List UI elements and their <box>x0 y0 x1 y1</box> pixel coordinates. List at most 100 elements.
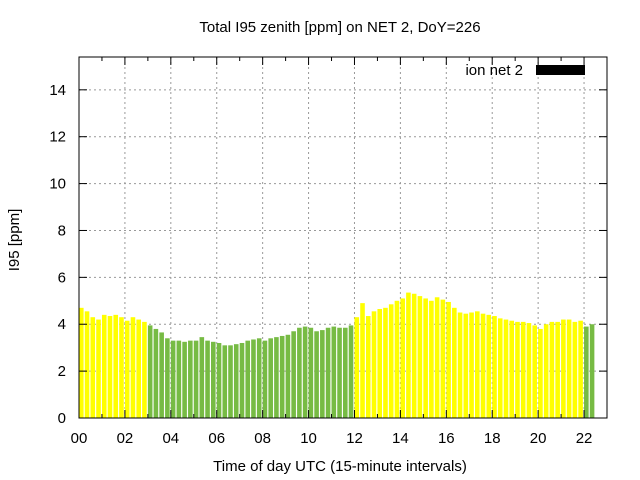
x-tick-label: 10 <box>300 430 317 447</box>
bar <box>584 326 589 418</box>
bar <box>388 304 394 418</box>
bar <box>239 342 245 418</box>
bar <box>193 340 199 418</box>
legend-swatch <box>536 65 585 75</box>
bar <box>509 320 515 418</box>
bar <box>291 331 296 418</box>
bar <box>417 296 423 418</box>
bar <box>331 326 337 418</box>
bar <box>136 319 141 418</box>
bar <box>555 321 560 418</box>
bar <box>314 331 319 418</box>
y-tick-label: 14 <box>49 82 66 99</box>
bar <box>526 323 532 418</box>
legend-label: ion net 2 <box>465 62 523 79</box>
chart-title: Total I95 zenith [ppm] on NET 2, DoY=226 <box>199 19 480 36</box>
bar <box>79 307 84 418</box>
bar <box>130 317 136 418</box>
bar <box>222 345 228 418</box>
bar <box>434 297 440 418</box>
bar <box>589 324 595 418</box>
bar <box>285 334 291 418</box>
bar <box>572 321 578 418</box>
x-tick-label: 22 <box>576 430 593 447</box>
bar <box>543 324 549 418</box>
bar <box>170 340 176 418</box>
bar <box>446 301 451 418</box>
y-axis-label: I95 [ppm] <box>6 209 23 272</box>
y-tick-label: 6 <box>58 269 66 286</box>
x-tick-label: 00 <box>71 430 88 447</box>
bar <box>480 313 486 418</box>
bar <box>475 311 480 418</box>
bar <box>561 319 566 418</box>
bar <box>515 321 520 418</box>
plot-frame <box>78 56 608 419</box>
bar <box>96 319 101 418</box>
x-tick-label: 04 <box>162 430 179 447</box>
x-tick-label: 18 <box>484 430 501 447</box>
bar <box>119 317 124 418</box>
bar <box>463 313 469 418</box>
bar <box>228 345 233 418</box>
bar <box>279 335 285 418</box>
bar <box>325 327 331 418</box>
axis-ticks <box>78 57 607 419</box>
bar <box>90 317 96 418</box>
bar <box>371 311 377 418</box>
bar <box>394 300 400 418</box>
bar <box>549 321 555 418</box>
bar <box>84 311 90 418</box>
x-tick-label: 12 <box>346 430 363 447</box>
bar <box>423 298 428 418</box>
bar <box>308 327 314 418</box>
bar <box>101 314 107 418</box>
legend: ion net 2 <box>465 62 585 79</box>
bar <box>348 325 354 418</box>
bar <box>153 328 159 418</box>
bar <box>578 320 583 418</box>
x-tick-label: 06 <box>208 430 225 447</box>
x-tick-label: 14 <box>392 430 409 447</box>
y-tick-label: 10 <box>49 176 66 193</box>
bar <box>107 316 113 418</box>
bar <box>520 321 526 418</box>
bar <box>492 316 497 418</box>
bar <box>268 338 273 418</box>
bar <box>188 340 193 418</box>
bar <box>377 308 383 418</box>
bar <box>486 314 492 418</box>
bar <box>538 328 543 418</box>
bar <box>199 337 205 418</box>
bar <box>142 321 147 418</box>
y-tick-label: 8 <box>58 222 66 239</box>
bar <box>343 327 348 418</box>
bar <box>566 319 572 418</box>
bar <box>124 320 130 418</box>
bar <box>113 314 119 418</box>
bar <box>532 325 537 418</box>
bar <box>429 300 434 418</box>
bar <box>337 327 342 418</box>
bar <box>406 292 411 418</box>
x-tick-label: 16 <box>438 430 455 447</box>
bar <box>469 312 474 418</box>
bar <box>182 341 187 418</box>
bar <box>176 340 182 418</box>
bar <box>165 338 170 418</box>
x-tick-label: 08 <box>254 430 271 447</box>
bar <box>233 344 239 418</box>
bar <box>256 338 262 418</box>
y-tick-label: 4 <box>58 316 66 333</box>
bar <box>320 330 325 418</box>
bar <box>360 303 365 418</box>
bar <box>159 332 164 418</box>
bars <box>79 292 595 418</box>
x-tick-label: 20 <box>530 430 547 447</box>
bar <box>205 340 210 418</box>
bar <box>497 318 503 418</box>
bar <box>452 307 457 418</box>
bar <box>457 312 463 418</box>
